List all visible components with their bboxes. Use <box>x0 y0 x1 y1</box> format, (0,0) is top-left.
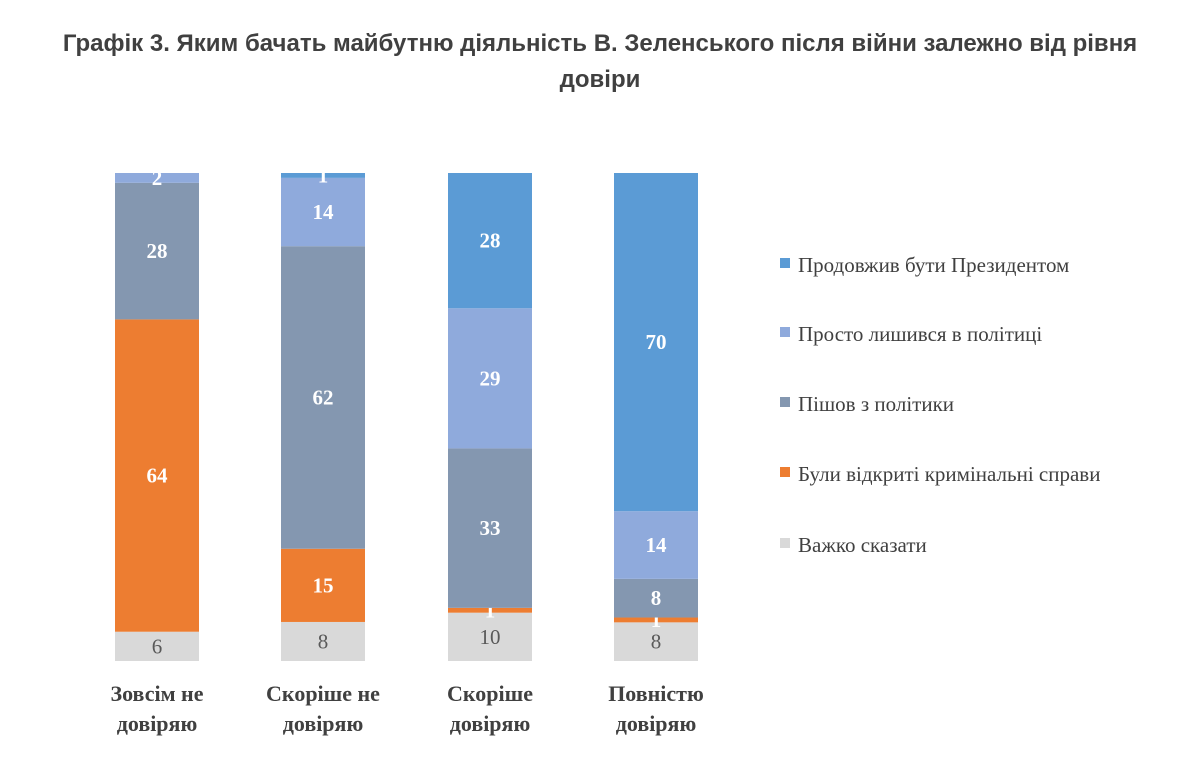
data-label: 29 <box>480 366 501 390</box>
bar-segment <box>614 578 698 618</box>
bar-segment <box>281 177 365 247</box>
data-label: 10 <box>480 625 501 649</box>
bar-segment <box>281 621 365 661</box>
data-label: 8 <box>318 629 329 653</box>
bar-segment <box>115 173 199 183</box>
legend-swatch <box>780 467 790 477</box>
x-tick-label: довіряю <box>616 711 697 736</box>
bar-segment <box>448 607 532 613</box>
legend-label: Важко сказати <box>798 533 927 557</box>
bar-segment <box>614 617 698 623</box>
legend-swatch <box>780 327 790 337</box>
x-tick-label: довіряю <box>450 711 531 736</box>
data-label: 15 <box>313 573 334 597</box>
x-tick-label: Повністю <box>608 681 704 706</box>
bar-segment <box>448 612 532 661</box>
data-label: 33 <box>480 516 501 540</box>
x-tick-label: довіряю <box>117 711 198 736</box>
x-tick-label: Скоріше не <box>266 681 380 706</box>
bar-segment <box>115 319 199 632</box>
bar-segment <box>448 173 532 309</box>
data-label: 62 <box>313 385 334 409</box>
data-label: 70 <box>646 330 667 354</box>
bar-segment <box>448 448 532 608</box>
bar-segment <box>614 511 698 579</box>
legend-label: Просто лишився в політиці <box>798 322 1043 346</box>
data-label: 1 <box>318 163 329 187</box>
data-label: 6 <box>152 634 163 658</box>
bar-segment <box>614 622 698 661</box>
data-label: 28 <box>147 239 168 263</box>
bar-segment <box>115 182 199 320</box>
data-label: 8 <box>651 630 662 654</box>
bar-segment <box>281 548 365 622</box>
data-label: 28 <box>480 229 501 253</box>
chart-title: Графік 3. Яким бачать майбутню діяльніст… <box>62 30 1138 93</box>
data-label: 1 <box>651 608 662 632</box>
x-tick-label: Скоріше <box>447 681 533 706</box>
data-label: 64 <box>147 464 169 488</box>
data-label: 14 <box>646 533 668 557</box>
data-label: 14 <box>313 200 335 224</box>
data-label: 8 <box>651 586 662 610</box>
bar-segment <box>448 308 532 449</box>
legend-swatch <box>780 258 790 268</box>
legend-swatch <box>780 397 790 407</box>
legend-label: Були відкриті кримінальні справи <box>798 462 1101 486</box>
bar-segment <box>281 246 365 549</box>
legend-label: Продовжив бути Президентом <box>798 253 1070 277</box>
data-label: 2 <box>152 166 163 190</box>
bar-segment <box>614 173 698 512</box>
bar-segment <box>281 173 365 178</box>
data-label: 1 <box>485 598 496 622</box>
bar-segment <box>115 631 199 661</box>
x-tick-label: Зовсім не <box>110 681 203 706</box>
legend-label: Пішов з політики <box>798 392 955 416</box>
legend-swatch <box>780 538 790 548</box>
x-tick-label: довіряю <box>283 711 364 736</box>
